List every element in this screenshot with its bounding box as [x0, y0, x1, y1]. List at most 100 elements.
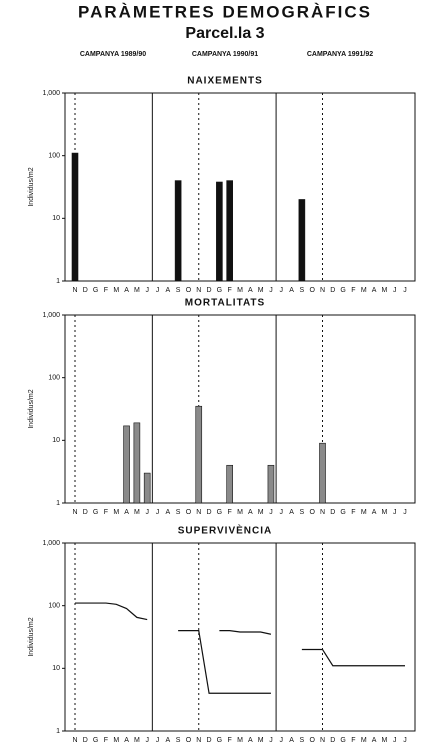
x-tick-label: A: [124, 287, 129, 294]
y-tick-label: 1,000: [42, 90, 60, 97]
x-tick-label: G: [93, 287, 98, 294]
y-tick-label: 100: [48, 375, 60, 382]
subtitle: Parcel.la 3: [185, 25, 264, 42]
x-tick-label: N: [72, 737, 77, 744]
x-tick-label: J: [280, 737, 284, 744]
x-tick-label: J: [156, 737, 160, 744]
x-tick-label: J: [403, 737, 407, 744]
bar: [226, 180, 233, 282]
bar: [123, 425, 130, 504]
x-tick-label: M: [381, 737, 387, 744]
bar: [216, 181, 223, 282]
x-tick-label: S: [300, 287, 305, 294]
x-tick-label: M: [258, 509, 264, 516]
y-tick-label: 1,000: [42, 312, 60, 319]
survival-line: [219, 630, 272, 635]
x-tick-label: S: [176, 287, 181, 294]
x-tick-label: S: [300, 509, 305, 516]
x-tick-label: S: [176, 509, 181, 516]
campaign-label: CAMPANYA 1990/91: [192, 51, 258, 58]
x-tick-label: A: [372, 287, 377, 294]
x-tick-label: A: [372, 737, 377, 744]
x-tick-label: J: [393, 287, 397, 294]
x-tick-label: J: [393, 737, 397, 744]
plot-frame: [64, 542, 416, 732]
x-tick-label: J: [145, 509, 149, 516]
bar: [71, 152, 79, 282]
x-tick-label: N: [320, 287, 325, 294]
x-tick-label: F: [351, 287, 355, 294]
x-tick-label: A: [289, 737, 294, 744]
survival-line: [75, 602, 405, 694]
x-tick-label: O: [309, 737, 315, 744]
x-tick-label: A: [124, 509, 129, 516]
x-tick-label: D: [83, 509, 88, 516]
x-tick-label: A: [289, 287, 294, 294]
panel-title: NAIXEMENTS: [187, 76, 263, 87]
x-tick-label: N: [72, 287, 77, 294]
y-tick-label: 100: [48, 603, 60, 610]
y-tick-label: 1: [56, 500, 60, 507]
x-tick-label: D: [330, 509, 335, 516]
x-tick-label: F: [228, 287, 232, 294]
x-tick-label: J: [403, 287, 407, 294]
x-tick-label: D: [207, 287, 212, 294]
x-tick-label: G: [217, 509, 222, 516]
x-tick-label: G: [93, 509, 98, 516]
x-tick-label: M: [134, 737, 140, 744]
bar: [319, 442, 326, 504]
x-tick-label: S: [176, 737, 181, 744]
x-tick-label: D: [207, 737, 212, 744]
x-tick-label: N: [196, 509, 201, 516]
x-tick-label: M: [361, 509, 367, 516]
bar: [195, 405, 203, 504]
bar: [226, 464, 233, 504]
x-tick-label: M: [258, 737, 264, 744]
x-tick-label: J: [145, 737, 149, 744]
y-tick-label: 1: [56, 728, 60, 735]
plot-frame: [64, 92, 416, 282]
x-tick-label: A: [124, 737, 129, 744]
x-tick-label: M: [113, 737, 119, 744]
x-tick-label: D: [83, 737, 88, 744]
x-tick-label: A: [165, 737, 170, 744]
x-tick-label: A: [165, 287, 170, 294]
panel-title: MORTALITATS: [185, 298, 265, 309]
x-tick-label: M: [113, 287, 119, 294]
x-tick-label: G: [340, 287, 345, 294]
x-tick-label: S: [300, 737, 305, 744]
x-tick-label: O: [186, 287, 192, 294]
bar: [298, 199, 306, 282]
y-tick-label: 100: [48, 153, 60, 160]
main-title: PARÀMETRES DEMOGRÀFICS: [78, 2, 372, 21]
x-tick-label: A: [248, 509, 253, 516]
x-tick-label: M: [134, 509, 140, 516]
x-tick-label: M: [361, 737, 367, 744]
y-tick-label: 10: [52, 215, 60, 222]
campaign-label: CAMPANYA 1989/90: [80, 51, 146, 58]
x-tick-label: G: [93, 737, 98, 744]
x-tick-label: M: [258, 287, 264, 294]
x-tick-label: G: [340, 737, 345, 744]
x-tick-label: N: [320, 737, 325, 744]
x-tick-label: M: [381, 509, 387, 516]
y-axis-label: Individus/m2: [28, 617, 35, 656]
x-tick-label: F: [351, 737, 355, 744]
x-tick-label: N: [196, 287, 201, 294]
x-tick-label: M: [237, 737, 243, 744]
x-tick-label: J: [156, 509, 160, 516]
x-tick-label: M: [237, 287, 243, 294]
x-tick-label: O: [309, 509, 315, 516]
x-tick-label: F: [104, 509, 108, 516]
x-tick-label: F: [104, 737, 108, 744]
x-tick-label: F: [351, 509, 355, 516]
bar: [267, 464, 275, 504]
x-tick-label: D: [330, 737, 335, 744]
x-tick-label: M: [113, 509, 119, 516]
x-tick-label: G: [217, 737, 222, 744]
x-tick-label: J: [269, 509, 273, 516]
panel-title: SUPERVIVÈNCIA: [178, 524, 273, 537]
x-tick-label: F: [228, 737, 232, 744]
plot-frame: [64, 314, 416, 504]
